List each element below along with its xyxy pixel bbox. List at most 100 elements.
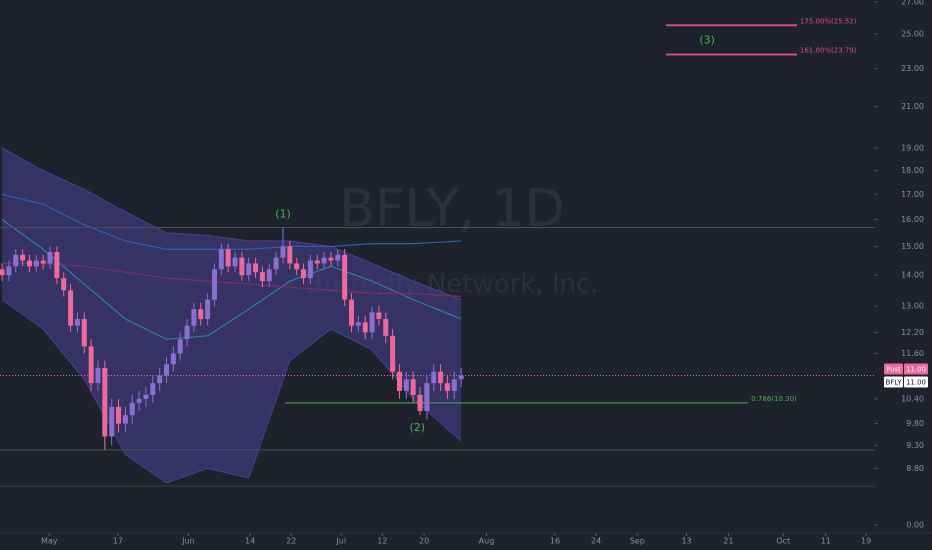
y-tick-label: 19.00 [901,144,924,153]
y-tick-label: 0.00 [906,521,924,530]
candle-body [0,269,5,276]
x-tick-label: Jul [335,537,346,546]
y-tick-label: 15.00 [901,242,924,251]
candle-body [13,254,19,267]
candle-body [314,260,320,264]
candle-body [451,379,457,391]
x-tick-label: 17 [113,537,123,546]
candle-body [157,375,163,384]
x-tick-label: Jun [181,537,195,546]
candle-body [253,263,259,273]
candle-body [410,379,416,395]
x-tick-label: 24 [591,537,601,546]
watermark-symbol: BFLY, 1D [339,179,565,239]
price-tag-name-bg [884,363,903,375]
band-upper [1,147,462,301]
x-tick-label: Sep [630,537,645,546]
x-tick-label: Oct [776,537,790,546]
x-tick-label: 22 [286,537,296,546]
x-tick-label: 19 [861,537,871,546]
candle-body [239,257,245,276]
x-tick-label: Aug [479,537,495,546]
candle-body [266,269,272,282]
y-tick-label: 13.00 [901,301,924,310]
candle-body [287,246,293,264]
candle-body [198,309,204,319]
price-tag-value-bg [904,363,928,375]
candle-body [259,272,265,282]
candle-body [47,252,53,264]
candle-body [280,246,286,258]
moving-average [1,219,462,340]
candle-body [54,252,60,279]
candle-body [129,402,135,416]
candle-body [301,269,307,279]
candle-body [362,322,368,333]
y-tick-label: 11.60 [901,349,924,358]
price-tag-name: Post [886,365,901,373]
candle-body [122,415,128,424]
candle-body [438,371,444,384]
candle-body [390,335,396,372]
price-tag-name: BFLY [885,378,902,386]
wave-label: (3) [699,34,715,47]
candle-body [26,260,32,267]
y-tick-label: 25.00 [901,29,924,38]
candle-body [328,257,334,261]
price-tag-name-bg [884,376,903,388]
fib-label: 175.00%(25.52) [800,17,857,25]
candle-body [321,257,327,264]
y-tick-label: 21.00 [901,102,924,111]
candle-body [396,371,402,391]
candle-body [109,406,115,437]
candle-body [403,379,409,391]
candle-body [355,322,361,326]
fib-label: 0.786(10.30) [751,395,797,403]
candle-body [68,290,74,326]
y-tick-label: 14.00 [901,271,924,280]
y-tick-label: 18.00 [901,166,924,175]
candle-body [417,394,423,412]
candle-body [342,254,348,300]
candle-body [20,254,26,261]
candle-body [294,263,300,270]
x-tick-label: 12 [377,537,387,546]
candle-body [116,406,122,424]
wave-label: (1) [275,207,291,220]
candle-body [164,364,170,376]
candle-body [6,266,12,276]
candle-body [246,263,252,276]
candle-body [431,371,437,384]
candle-body [40,260,46,264]
y-tick-label: 17.00 [901,190,924,199]
y-tick-label: 8.80 [906,464,924,473]
x-tick-label: 16 [550,537,560,546]
candle-body [376,312,382,319]
candle-body [81,318,87,347]
candle-body [184,325,190,340]
candle-body [74,318,80,326]
candle-body [383,318,389,336]
y-tick-label: 10.40 [901,394,924,403]
price-tag-value: 11.00 [906,378,926,386]
candle-body [424,383,430,412]
y-tick-label: 9.30 [906,441,924,450]
candle-body [150,383,156,395]
candle-body [458,375,464,380]
x-tick-label: 21 [723,537,733,546]
moving-average [2,262,462,298]
wave-label: (2) [409,421,425,434]
band-fill [2,148,462,483]
candle-body [95,367,101,384]
band-lower [1,299,462,484]
candle-body [205,299,211,319]
candle-body [444,383,450,391]
fib-label: 161.80%(23.79) [800,47,857,55]
x-tick-label: May [41,537,58,546]
candle-body [102,367,108,437]
candle-body [335,254,341,261]
x-tick-label: 20 [419,537,429,546]
price-tag-value-bg [904,376,928,388]
